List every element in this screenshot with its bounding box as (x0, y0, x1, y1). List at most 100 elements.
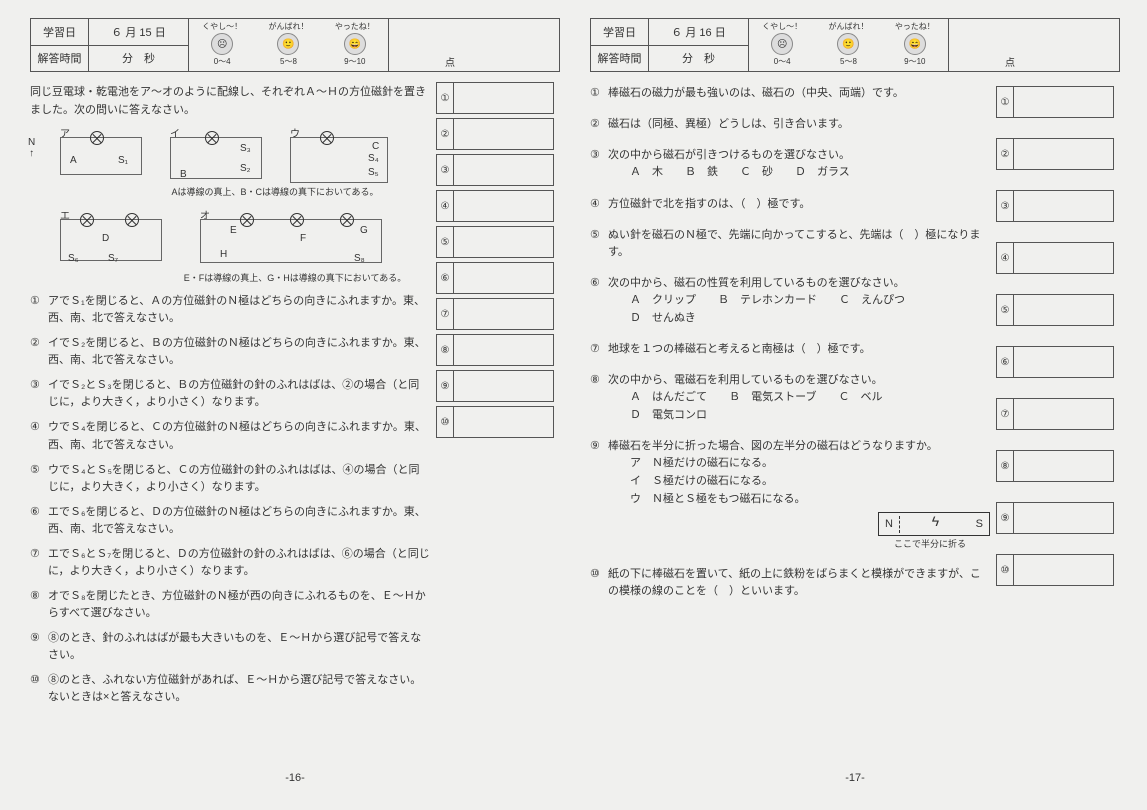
question: ⑥次の中から、磁石の性質を利用しているものを選びなさい。Ａ クリップ Ｂ テレホ… (590, 275, 990, 327)
score-box: 点 (949, 19, 1019, 71)
question-number: ① (30, 293, 48, 327)
question: ⑩⑧のとき、ふれない方位磁針があれば、Ｅ～Ｈから選び記号で答えなさい。ないときは… (30, 672, 430, 706)
answer-number: ① (437, 83, 454, 113)
hdr-date: ６ 月 15 日 (89, 19, 188, 45)
question-number: ⑧ (30, 588, 48, 622)
question-number: ⑦ (590, 341, 608, 358)
mascot-row: くやし～！☹0～4 がんばれ！🙂5～8 やったね！😄9～10 (189, 19, 388, 67)
question-number: ③ (30, 377, 48, 411)
question-text: ⑧のとき、針のふれはばが最も大きいものを、Ｅ～Ｈから選び記号で答えなさい。 (48, 630, 430, 664)
answer-box[interactable]: ② (436, 118, 554, 150)
question-text: 紙の下に棒磁石を置いて、紙の上に鉄粉をばらまくと模様ができますが、この模様の線の… (608, 568, 981, 597)
question: ⑤ぬい針を磁石のＮ極で、先端に向かってこすると、先端は（ ）極になります。 (590, 227, 990, 261)
answer-number: ③ (437, 155, 454, 185)
answer-box[interactable]: ⑦ (436, 298, 554, 330)
answer-box[interactable]: ⑧ (996, 450, 1114, 482)
question: ③イでＳ₂とＳ₃を閉じると、Ｂの方位磁針の針のふれはばは、②の場合（と同じに，よ… (30, 377, 430, 411)
score-unit: 点 (1005, 54, 1015, 69)
question-text: ウでＳ₄とＳ₅を閉じると、Ｃの方位磁針の針のふれはばは、④の場合（と同じに，より… (48, 462, 430, 496)
mascot-range-0: 0～4 (774, 56, 791, 67)
answer-box[interactable]: ③ (436, 154, 554, 186)
answer-box[interactable]: ⑥ (996, 346, 1114, 378)
question-text: ⑧のとき、ふれない方位磁針があれば、Ｅ～Ｈから選び記号で答えなさい。ないときは×… (48, 672, 430, 706)
answer-box[interactable]: ② (996, 138, 1114, 170)
question: ①アでＳ₁を閉じると、Ａの方位磁針のＮ極はどちらの向きにふれますか。東、西、南、… (30, 293, 430, 327)
page-right: 学習日 解答時間 ６ 月 16 日 分 秒 くやし～！☹0～4 がんばれ！🙂5～… (590, 18, 1120, 788)
question-text: 次の中から、磁石の性質を利用しているものを選びなさい。 (608, 277, 905, 289)
answer-number: ③ (997, 191, 1014, 221)
answer-number: ④ (997, 243, 1014, 273)
answer-number: ⑧ (437, 335, 454, 365)
main-column: 同じ豆電球・乾電池をア～オのように配線し、それぞれＡ～Ｈの方位磁針を置きました。… (30, 80, 436, 714)
question: ⑧次の中から、電磁石を利用しているものを選びなさい。Ａ はんだごて Ｂ 電気スト… (590, 372, 990, 424)
question-text: ウでＳ₄を閉じると、Ｃの方位磁針のＮ極はどちらの向きにふれますか。東、西、南、北… (48, 419, 430, 453)
mascot-range-2: 9～10 (344, 56, 365, 67)
answer-number: ② (437, 119, 454, 149)
answer-box[interactable]: ⑩ (436, 406, 554, 438)
circuit-diagram: N↑ ア AS₁ イ S₃S₂ B ウ CS₄S₅ Aは導線の真上、B・Cは導線… (30, 125, 430, 285)
mascot-label-0: くやし～！ (202, 21, 242, 32)
answer-number: ⑨ (997, 503, 1014, 533)
mascot-face-icon: 🙂 (837, 33, 859, 55)
diagram-note-1: Aは導線の真上、B・Cは導線の真下においてある。 (150, 185, 400, 198)
answer-number: ⑥ (997, 347, 1014, 377)
header-table: 学習日 解答時間 ６ 月 15 日 分 秒 くやし～！☹0～4 がんばれ！🙂5～… (30, 18, 560, 72)
answer-box[interactable]: ① (436, 82, 554, 114)
magnet-caption: ここで半分に折る (870, 538, 990, 552)
score-box: 点 (389, 19, 459, 71)
question-number: ⑩ (30, 672, 48, 706)
answer-box[interactable]: ⑩ (996, 554, 1114, 586)
answer-box[interactable]: ⑦ (996, 398, 1114, 430)
answer-box[interactable]: ⑧ (436, 334, 554, 366)
question-number: ③ (590, 147, 608, 182)
answer-box[interactable]: ④ (436, 190, 554, 222)
question: ⑩紙の下に棒磁石を置いて、紙の上に鉄粉をばらまくと模様ができますが、この模様の線… (590, 566, 990, 600)
hdr-study-day: 学習日 (31, 19, 88, 45)
question-text: オでＳ₈を閉じたとき、方位磁針のＮ極が西の向きにふれるものを、Ｅ～Ｈからすべて選… (48, 588, 430, 622)
question: ⑥エでＳ₆を閉じると、Ｄの方位磁針のＮ極はどちらの向きにふれますか。東、西、南、… (30, 504, 430, 538)
question: ⑤ウでＳ₄とＳ₅を閉じると、Ｃの方位磁針の針のふれはばは、④の場合（と同じに，よ… (30, 462, 430, 496)
question-text: エでＳ₆を閉じると、Ｄの方位磁針のＮ極はどちらの向きにふれますか。東、西、南、北… (48, 504, 430, 538)
answer-number: ⑥ (437, 263, 454, 293)
question-number: ⑨ (590, 438, 608, 552)
question-number: ⑨ (30, 630, 48, 664)
question-choices: Ａ 木 Ｂ 鉄 Ｃ 砂 Ｄ ガラス (630, 164, 990, 182)
question: ⑨⑧のとき、針のふれはばが最も大きいものを、Ｅ～Ｈから選び記号で答えなさい。 (30, 630, 430, 664)
mascot-face-icon: 😄 (904, 33, 926, 55)
hdr-answer-time: 解答時間 (591, 45, 648, 72)
answer-number: ⑩ (997, 555, 1014, 585)
answer-box[interactable]: ④ (996, 242, 1114, 274)
question-number: ⑩ (590, 566, 608, 600)
answer-box[interactable]: ⑨ (996, 502, 1114, 534)
answer-box[interactable]: ③ (996, 190, 1114, 222)
question-text: イでＳ₂とＳ₃を閉じると、Ｂの方位磁針の針のふれはばは、②の場合（と同じに，より… (48, 377, 430, 411)
answer-number: ② (997, 139, 1014, 169)
answer-box[interactable]: ① (996, 86, 1114, 118)
question-number: ② (590, 116, 608, 133)
question: ⑦地球を１つの棒磁石と考えると南極は（ ）極です。 (590, 341, 990, 358)
answer-box[interactable]: ⑤ (436, 226, 554, 258)
page-number: -17- (845, 772, 865, 784)
question: ②イでＳ₂を閉じると、Ｂの方位磁針のＮ極はどちらの向きにふれますか。東、西、南、… (30, 335, 430, 369)
header-table: 学習日 解答時間 ６ 月 16 日 分 秒 くやし～！☹0～4 がんばれ！🙂5～… (590, 18, 1120, 72)
question-number: ⑤ (30, 462, 48, 496)
page-left: 学習日 解答時間 ６ 月 15 日 分 秒 くやし～！☹0～4 がんばれ！🙂5～… (30, 18, 560, 788)
magnet-n: N (879, 516, 900, 533)
answer-box[interactable]: ⑥ (436, 262, 554, 294)
answer-number: ⑧ (997, 451, 1014, 481)
question-choices: Ａ クリップ Ｂ テレホンカード Ｃ えんぴつＤ せんぬき (630, 292, 990, 327)
answer-box[interactable]: ⑨ (436, 370, 554, 402)
hdr-study-day: 学習日 (591, 19, 648, 45)
answer-box[interactable]: ⑤ (996, 294, 1114, 326)
question-number: ⑥ (30, 504, 48, 538)
answer-number: ⑤ (997, 295, 1014, 325)
answer-number: ⑦ (997, 399, 1014, 429)
mascot-range-2: 9～10 (904, 56, 925, 67)
main-column: ①棒磁石の磁力が最も強いのは、磁石の（中央、両端）です。②磁石は（同極、異極）ど… (590, 80, 996, 614)
question-choices: ア Ｎ極だけの磁石になる。イ Ｓ極だけの磁石になる。ウ Ｎ極とＳ極をもつ磁石にな… (630, 455, 990, 508)
question-text: 棒磁石の磁力が最も強いのは、磁石の（中央、両端）です。 (608, 87, 904, 99)
mascot-label-2: やったね！ (895, 21, 935, 32)
answer-column: ① ② ③ ④ ⑤ ⑥ ⑦ ⑧ ⑨ ⑩ (996, 80, 1114, 614)
mascot-face-icon: ☹ (771, 33, 793, 55)
question-text: 棒磁石を半分に折った場合、図の左半分の磁石はどうなりますか。 (608, 440, 938, 452)
